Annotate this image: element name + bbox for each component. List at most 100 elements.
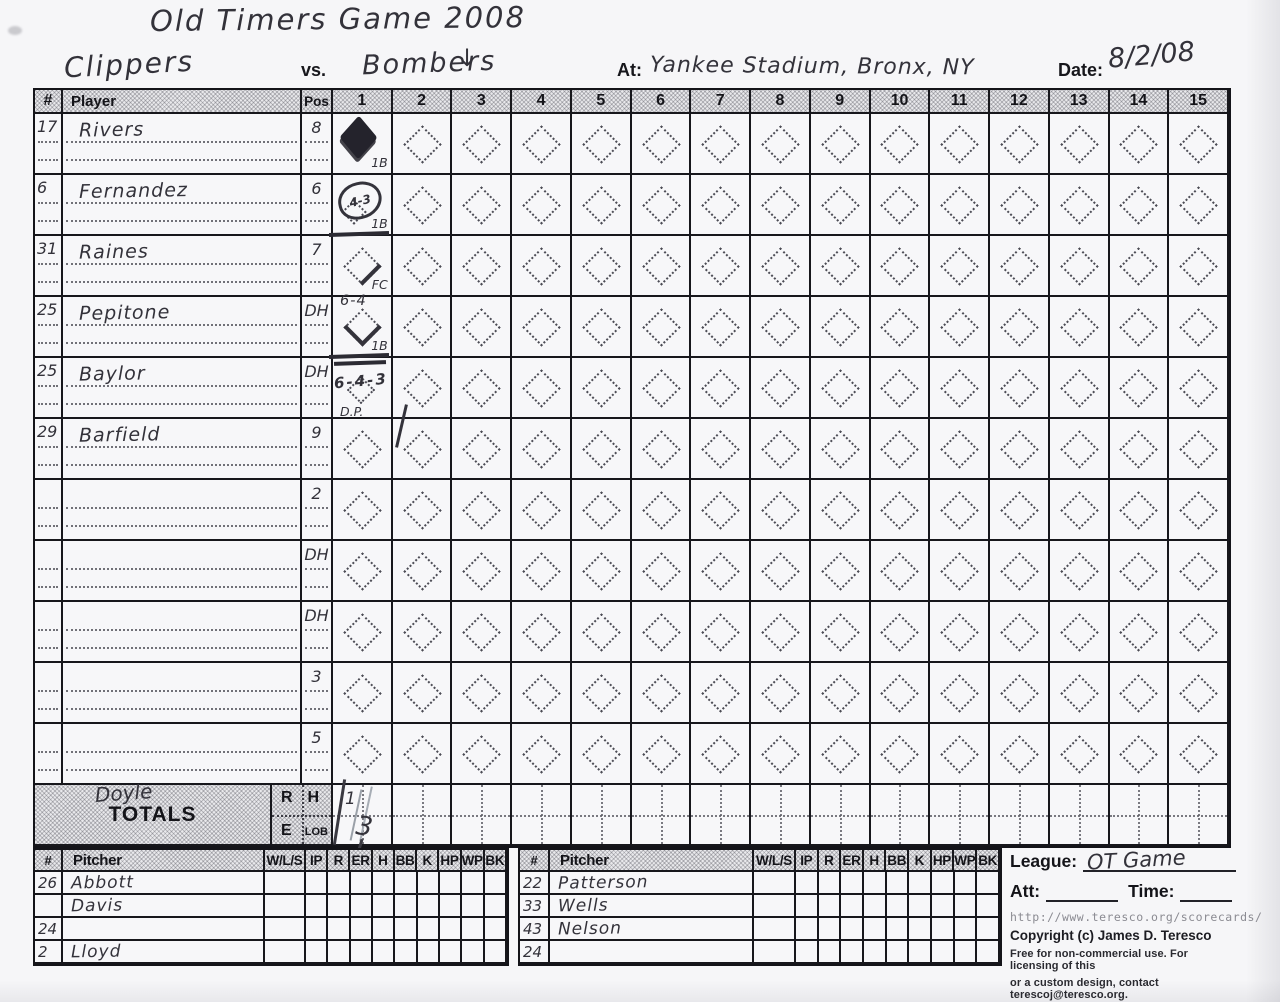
writing-line <box>305 141 328 143</box>
inning-cell <box>392 297 453 358</box>
writing-line <box>305 220 328 222</box>
inning-cell <box>990 541 1050 602</box>
pitcher-stat-header-wp: WP <box>461 850 485 872</box>
inning-cell <box>333 724 393 785</box>
diamond-icon <box>343 490 382 530</box>
inning-cell <box>512 541 572 602</box>
position: DH <box>304 545 329 564</box>
position: DH <box>304 362 329 381</box>
pitcher-stat-cell <box>373 872 396 895</box>
writing-line <box>305 568 328 570</box>
pitcher-name: Nelson <box>557 917 623 939</box>
inning-cell <box>1169 541 1229 602</box>
scan-edge-bottom <box>0 980 1280 1002</box>
position: 2 <box>311 484 322 503</box>
diamond-icon <box>402 429 442 469</box>
inning-header-14: 14 <box>1109 90 1170 114</box>
diamond-icon <box>761 490 800 530</box>
diamond-icon <box>761 368 800 408</box>
writing-line <box>66 446 297 448</box>
inning-cell <box>1109 419 1170 480</box>
inning-cell <box>751 236 811 297</box>
inning-cell <box>691 175 752 236</box>
scoring-note: 1B <box>371 338 388 353</box>
writing-line <box>305 690 328 692</box>
diamond-icon <box>343 551 382 591</box>
inning-cell <box>512 602 572 663</box>
diamond-icon <box>582 734 621 774</box>
inning-cell <box>333 541 393 602</box>
player-name-cell: Barfield <box>63 419 302 480</box>
pitcher-stat-cell <box>754 872 796 895</box>
diamond-icon <box>641 246 681 286</box>
att-label: Att: <box>1010 881 1041 901</box>
diamond-icon <box>402 124 442 164</box>
diamond-icon <box>641 612 681 652</box>
diamond-icon <box>462 551 501 591</box>
inning-cell <box>631 663 692 724</box>
pitcher-stat-cell <box>306 895 329 918</box>
pitcher-stat-header-k: K <box>417 850 440 872</box>
diamond-icon <box>522 612 561 652</box>
pitcher-stat-cell <box>484 941 507 964</box>
player-name-cell <box>63 724 302 785</box>
totals-runs-value: 1 <box>345 789 356 809</box>
diamond-icon <box>402 490 442 530</box>
inning-cell <box>571 297 632 358</box>
totals-divider-horizontal <box>870 814 929 817</box>
diamond-icon <box>880 673 920 713</box>
inning-cell <box>990 419 1050 480</box>
diamond-icon <box>1179 612 1218 652</box>
pitcher-number: 26 <box>38 873 58 892</box>
diamond-icon <box>761 124 800 164</box>
diamond-icon <box>821 612 860 652</box>
player-row-3: 31 Raines 7 FC <box>35 230 1229 297</box>
inning-cell <box>512 419 572 480</box>
diamond-icon <box>761 612 800 652</box>
diamond-icon <box>462 246 501 286</box>
writing-line <box>38 464 58 466</box>
writing-line <box>305 281 328 283</box>
diamond-icon <box>1119 429 1158 469</box>
diamond-icon <box>343 429 382 469</box>
diamond-icon <box>462 429 501 469</box>
writing-line <box>305 385 328 387</box>
writing-line <box>38 647 58 649</box>
inning-cell <box>810 663 871 724</box>
inning-cell <box>512 480 572 541</box>
pitcher-stat-cell <box>909 918 932 941</box>
diamond-icon <box>1179 673 1218 713</box>
pitcher-stat-cell <box>841 872 864 895</box>
inning-cell <box>691 541 752 602</box>
inning-cell <box>990 480 1050 541</box>
player-name-cell: Baylor <box>63 358 302 419</box>
inning-cell <box>452 419 513 480</box>
diamond-icon <box>522 673 561 713</box>
row-number-cell: 17 <box>35 114 63 175</box>
writing-line <box>305 708 328 710</box>
inning-cell: 6-4 1B <box>333 293 393 358</box>
away-team-name: Clippers <box>63 44 195 85</box>
inning-cell <box>870 297 931 358</box>
player-name-cell <box>63 602 302 663</box>
diamond-icon <box>880 490 920 530</box>
player-row-9: DH <box>35 602 1229 663</box>
inning-cell <box>990 724 1050 785</box>
diamond-icon <box>641 673 681 713</box>
position: 7 <box>311 240 322 259</box>
inning-header-12: 12 <box>990 90 1050 114</box>
totals-inning-cell-5 <box>571 785 632 846</box>
inning-cell <box>452 541 513 602</box>
pitcher-stat-cell <box>395 872 418 895</box>
license-line-2: or a custom design, contact terescoj@ter… <box>1010 977 1159 1001</box>
scoring-note: 1B <box>371 155 388 170</box>
diamond-icon <box>1179 124 1218 164</box>
totals-divider-horizontal <box>810 814 869 817</box>
inning-cell <box>810 724 871 785</box>
pitcher-stat-cell <box>754 918 796 941</box>
pitcher-stat-cell <box>863 895 887 918</box>
legend-errors: E <box>281 822 292 839</box>
pitcher-row-1: 22 Patterson <box>520 872 1000 895</box>
inning-cell <box>1049 724 1110 785</box>
pitcher-stat-header-r: R <box>818 850 842 872</box>
